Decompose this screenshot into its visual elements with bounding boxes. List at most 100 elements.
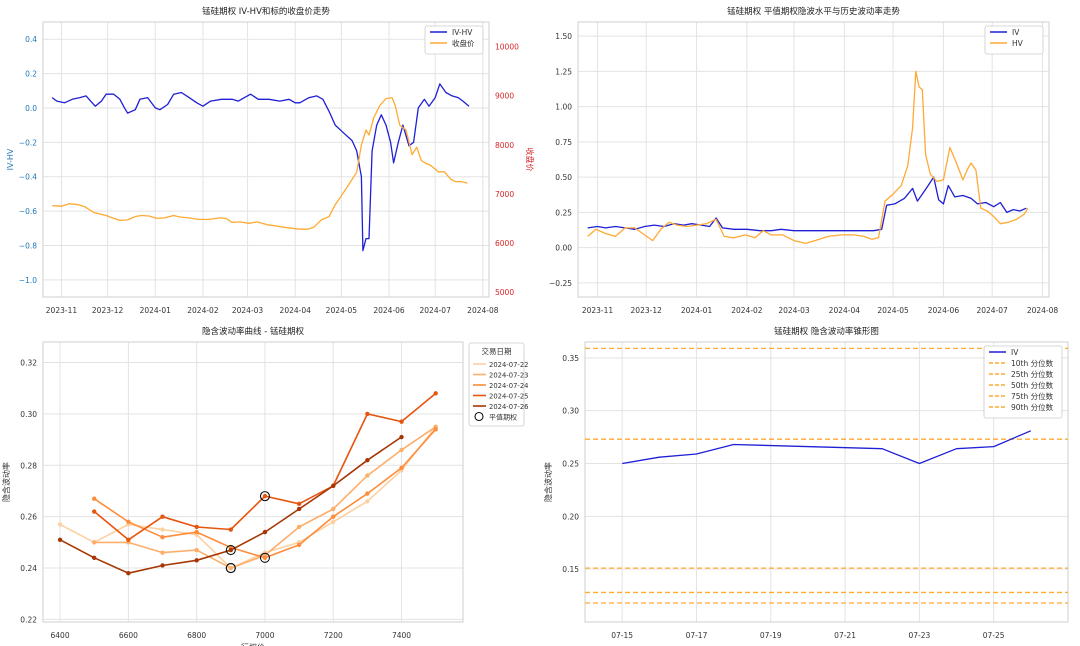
x-tick-label: 07-17	[686, 631, 708, 640]
x-tick-label: 2024-03	[232, 306, 264, 315]
data-point	[331, 506, 336, 512]
x-tick-label: 2024-04	[829, 306, 861, 315]
chart-title: 锰硅期权 IV-HV和标的收盘价走势	[202, 6, 330, 17]
data-point	[331, 483, 336, 489]
data-point	[262, 529, 268, 535]
data-point	[365, 411, 370, 417]
chart-title: 隐含波动率曲线 - 锰硅期权	[202, 326, 304, 337]
x-tick-label: 2024-03	[778, 306, 810, 315]
legend-box	[984, 25, 1044, 55]
y-tick-label: 0.22	[20, 615, 37, 624]
y2-tick-label: 9000	[495, 92, 514, 101]
x-tick-label: 2024-01	[140, 306, 172, 315]
y-tick-label: 0.25	[562, 460, 579, 469]
plot-frame	[42, 341, 464, 623]
plot-frame	[42, 21, 490, 298]
data-point	[126, 570, 131, 576]
data-point	[160, 563, 165, 568]
data-point	[126, 519, 131, 525]
data-point	[194, 524, 199, 530]
data-point	[160, 535, 165, 540]
data-point	[160, 514, 165, 519]
chart-title: 锰硅期权 平值期权隐波水平与历史波动率走势	[727, 6, 900, 17]
y-tick-label: 0.32	[20, 359, 37, 368]
legend-label: 10th 分位数	[1011, 358, 1054, 368]
atm-marker	[225, 563, 236, 574]
x-tick-label: 7400	[392, 631, 411, 640]
x-tick-label: 2024-06	[928, 306, 960, 315]
data-point	[160, 550, 165, 555]
x-tick-label: 2023-12	[92, 306, 124, 315]
legend-label: IV-HV	[452, 28, 473, 37]
y-tick-label: 0.50	[555, 173, 572, 182]
legend-label: IV	[1012, 28, 1020, 37]
data-point	[433, 427, 438, 432]
data-point	[228, 527, 234, 532]
x-tick-label: 2024-05	[326, 306, 358, 315]
x-tick-label: 2024-08	[467, 306, 499, 315]
data-point	[331, 519, 336, 525]
x-tick-label: 6400	[51, 631, 70, 640]
y-tick-label: −0.4	[19, 173, 37, 182]
x-tick-label: 7200	[324, 631, 343, 640]
data-point	[126, 537, 131, 542]
x-tick-label: 2023-11	[46, 306, 78, 315]
x-tick-label: 2024-07	[420, 306, 452, 315]
plot-frame	[577, 21, 1050, 298]
legend-label: 2024-07-24	[489, 382, 529, 390]
chart-title: 锰硅期权 隐含波动率锥形图	[774, 326, 879, 337]
x-tick-label: 07-21	[834, 631, 856, 640]
y-tick-label: 0.15	[562, 565, 579, 574]
data-point	[399, 465, 404, 471]
data-point	[399, 419, 404, 424]
data-point	[92, 509, 97, 514]
legend-label: 收盘价	[452, 38, 475, 48]
plot-frame	[584, 341, 1069, 623]
y-tick-label: −0.2	[19, 138, 37, 147]
y-tick-label: 0.35	[562, 354, 579, 363]
x-tick-label: 07-23	[908, 631, 930, 640]
y-axis-label: IV-HV	[6, 148, 15, 170]
y-tick-label: 0.00	[555, 244, 572, 253]
y-tick-label: 0.0	[25, 104, 37, 113]
y2-tick-label: 7000	[495, 190, 514, 199]
data-point	[92, 540, 97, 545]
x-tick-label: 2024-02	[187, 306, 219, 315]
data-point	[399, 434, 404, 440]
legend-label: 25th 分位数	[1011, 369, 1054, 379]
y-tick-label: 0.4	[25, 35, 37, 44]
data-point	[92, 555, 97, 560]
data-point	[296, 542, 302, 548]
y-tick-label: 1.50	[555, 32, 572, 41]
legend-label: 75th 分位数	[1011, 391, 1054, 401]
y2-tick-label: 10000	[495, 43, 519, 52]
y-tick-label: −0.25	[549, 279, 572, 288]
data-point	[365, 499, 370, 504]
series-line	[52, 96, 468, 230]
y-tick-label: 0.28	[20, 461, 37, 470]
data-point	[228, 565, 234, 571]
series-line	[51, 83, 470, 252]
data-point	[365, 457, 370, 463]
x-tick-label: 2024-04	[280, 306, 312, 315]
y2-tick-label: 8000	[495, 141, 514, 150]
y-axis-label: 隐含波动率	[1, 462, 11, 502]
legend-swatch	[474, 411, 484, 422]
y2-tick-label: 5000	[495, 288, 514, 297]
series-line	[587, 176, 1027, 232]
atm-marker	[259, 552, 271, 563]
x-tick-label: 2024-08	[1027, 306, 1059, 315]
y-tick-label: 0.24	[20, 564, 37, 573]
legend-label: 2024-07-26	[489, 403, 529, 411]
data-point	[194, 547, 199, 553]
x-axis-label: 行权价	[241, 642, 265, 646]
x-tick-label: 2024-07	[976, 306, 1008, 315]
legend-label: HV	[1012, 39, 1024, 48]
legend-box	[983, 345, 1063, 419]
x-tick-label: 2024-06	[373, 306, 405, 315]
x-tick-label: 6600	[119, 631, 138, 640]
y2-axis-label: 收盘价	[525, 148, 535, 172]
legend-title: 交易日期	[482, 346, 512, 356]
y-tick-label: 0.75	[555, 138, 572, 147]
